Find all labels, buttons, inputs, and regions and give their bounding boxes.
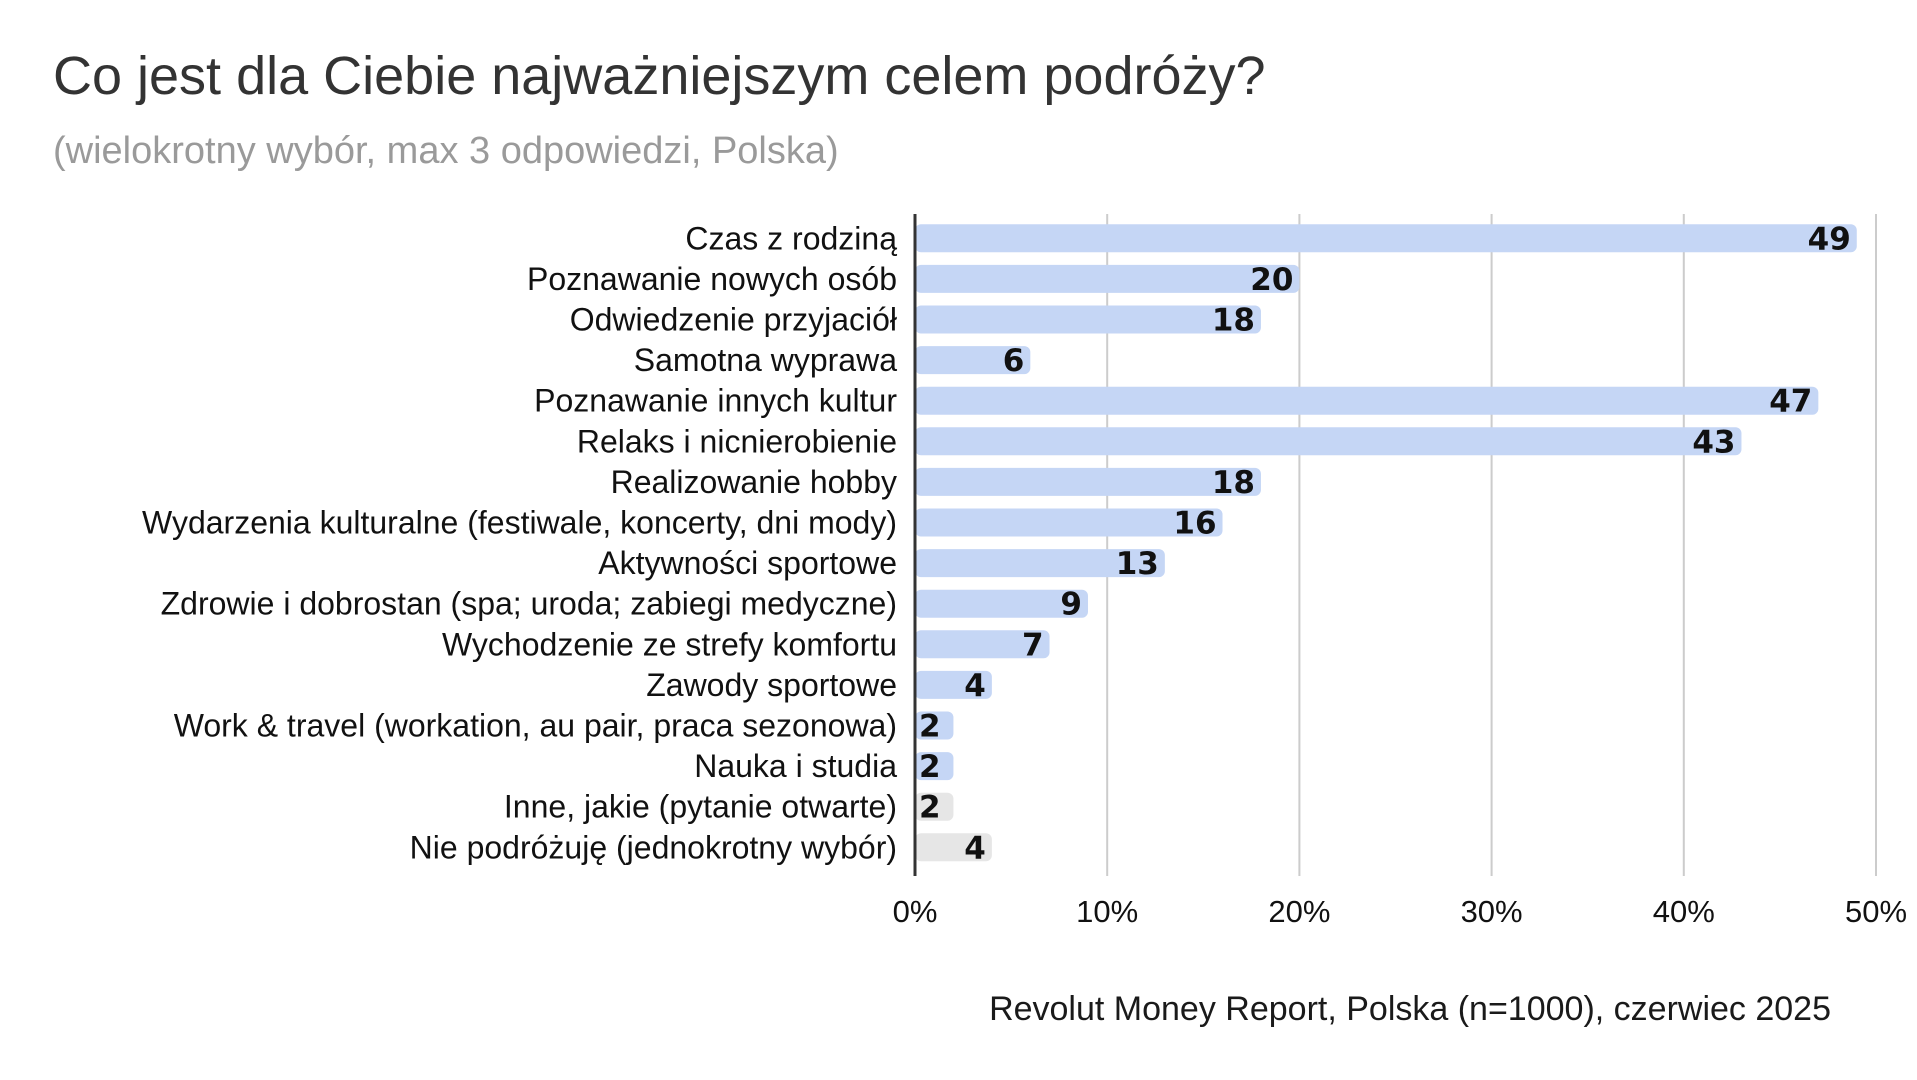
category-label: Nauka i studia bbox=[694, 748, 897, 784]
category-labels: Czas z rodziną Poznawanie nowych osób Odwi… bbox=[142, 220, 897, 865]
category-label: Samotna wyprawa bbox=[634, 342, 897, 378]
category-label: Work & travel (workation, au pair, praca… bbox=[174, 708, 897, 744]
category-label: Zawody sportowe bbox=[646, 667, 897, 703]
bar bbox=[915, 467, 1261, 496]
bar bbox=[915, 224, 1857, 253]
data-label: 47 bbox=[1769, 384, 1812, 420]
category-label: Aktywności sportowe bbox=[598, 545, 897, 581]
category-label: Poznawanie innych kultur bbox=[534, 383, 897, 419]
bars bbox=[915, 224, 1857, 862]
bar bbox=[915, 264, 1300, 293]
data-label: 4 bbox=[964, 830, 986, 866]
bar bbox=[915, 508, 1223, 537]
bar bbox=[915, 589, 1088, 618]
bar bbox=[915, 833, 992, 862]
x-tick-label: 50% bbox=[1845, 894, 1907, 929]
bar bbox=[915, 752, 954, 781]
bar bbox=[915, 386, 1819, 415]
source-note: Revolut Money Report, Polska (n=1000), c… bbox=[989, 990, 1831, 1028]
data-label: 6 bbox=[1003, 343, 1025, 379]
bar bbox=[915, 346, 1031, 375]
data-label: 43 bbox=[1692, 424, 1735, 460]
chart-title: Co jest dla Ciebie najważniejszym celem … bbox=[53, 46, 1266, 106]
bar bbox=[915, 630, 1050, 659]
category-label: Relaks i nicnierobienie bbox=[577, 423, 897, 459]
data-label: 18 bbox=[1212, 465, 1255, 501]
x-tick-label: 40% bbox=[1653, 894, 1715, 929]
chart-subtitle: (wielokrotny wybór, max 3 odpowiedzi, Po… bbox=[53, 130, 839, 172]
x-tick-label: 10% bbox=[1076, 894, 1138, 929]
data-label: 13 bbox=[1116, 546, 1159, 582]
x-tick-label: 30% bbox=[1461, 894, 1523, 929]
category-label: Czas z rodziną bbox=[685, 220, 897, 256]
category-label: Zdrowie i dobrostan (spa; uroda; zabiegi… bbox=[161, 586, 897, 622]
x-tick-label: 0% bbox=[893, 894, 938, 929]
category-label: Odwiedzenie przyjaciół bbox=[570, 302, 897, 338]
bar bbox=[915, 670, 992, 699]
data-label: 7 bbox=[1022, 627, 1044, 663]
category-label: Realizowanie hobby bbox=[611, 464, 897, 500]
category-label: Wydarzenia kulturalne (festiwale, koncer… bbox=[142, 505, 897, 541]
bar bbox=[915, 305, 1261, 334]
data-label: 2 bbox=[919, 749, 941, 785]
x-tick-label: 20% bbox=[1268, 894, 1330, 929]
bar bbox=[915, 549, 1165, 578]
data-label: 20 bbox=[1250, 262, 1293, 298]
data-label: 16 bbox=[1173, 506, 1216, 542]
bar bbox=[915, 711, 954, 740]
category-label: Nie podróżuję (jednokrotny wybór) bbox=[410, 829, 897, 865]
category-label: Inne, jakie (pytanie otwarte) bbox=[504, 789, 897, 825]
category-label: Wychodzenie ze strefy komfortu bbox=[442, 626, 897, 662]
data-label: 4 bbox=[964, 668, 986, 704]
category-label: Poznawanie nowych osób bbox=[527, 261, 897, 297]
bar bbox=[915, 427, 1742, 456]
x-axis-ticks: 0% 10% 20% 30% 40% 50% bbox=[893, 894, 1907, 929]
data-label: 2 bbox=[919, 709, 941, 745]
data-label: 9 bbox=[1060, 587, 1082, 623]
data-label: 18 bbox=[1212, 303, 1255, 339]
data-label: 49 bbox=[1808, 221, 1851, 257]
bar bbox=[915, 792, 954, 821]
data-label: 2 bbox=[919, 790, 941, 826]
